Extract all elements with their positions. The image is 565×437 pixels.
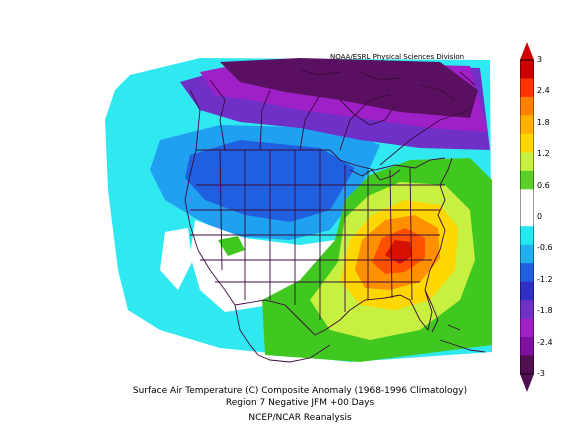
colorbar-swatch bbox=[520, 226, 534, 246]
colorbar-swatch bbox=[520, 207, 534, 227]
anomaly-region-green-2 bbox=[218, 236, 245, 256]
anomaly-region-neutral-2 bbox=[160, 228, 192, 290]
colorbar-bottom-arrow bbox=[520, 374, 534, 392]
colorbar-swatch bbox=[520, 337, 534, 357]
colorbar bbox=[520, 42, 534, 392]
colorbar-swatch bbox=[520, 60, 534, 79]
caption-line-2: Region 7 Negative JFM +00 Days bbox=[225, 398, 375, 408]
colorbar-swatch bbox=[520, 300, 534, 320]
colorbar-tick-label: 1.8 bbox=[537, 117, 550, 127]
colorbar-tick-label: -1.2 bbox=[537, 274, 553, 284]
anomaly-region-deep-purple bbox=[220, 58, 478, 118]
colorbar-tick-label: 2.4 bbox=[537, 86, 550, 96]
colorbar-tick-label: -3 bbox=[537, 369, 545, 378]
colorbar-swatch bbox=[520, 115, 534, 135]
colorbar-top-arrow bbox=[520, 42, 534, 60]
colorbar-swatch bbox=[520, 133, 534, 153]
colorbar-swatches bbox=[520, 60, 534, 375]
colorbar-tick-label: -0.6 bbox=[537, 243, 553, 253]
colorbar-swatch bbox=[520, 244, 534, 264]
colorbar-tick-label: 0.6 bbox=[537, 180, 550, 190]
colorbar-swatch bbox=[520, 263, 534, 283]
colorbar-swatch bbox=[520, 78, 534, 98]
caption-line-1: Surface Air Temperature (C) Composite An… bbox=[132, 386, 468, 396]
colorbar-swatch bbox=[520, 318, 534, 338]
colorbar-frame bbox=[520, 59, 534, 375]
colorbar-tick-label: 1.2 bbox=[537, 149, 550, 159]
colorbar-swatch bbox=[520, 152, 534, 172]
colorbar-tick-label: 3 bbox=[537, 55, 543, 64]
colorbar-swatch bbox=[520, 189, 534, 209]
colorbar-tick-label: 0 bbox=[537, 212, 543, 221]
colorbar-tick-label: -2.4 bbox=[537, 337, 553, 347]
colorbar-swatch bbox=[520, 170, 534, 190]
colorbar-swatch bbox=[520, 281, 534, 301]
colorbar-tick-label: -1.8 bbox=[537, 306, 553, 316]
caption-line-3: NCEP/NCAR Reanalysis bbox=[248, 413, 352, 423]
colorbar-swatch bbox=[520, 96, 534, 116]
colorbar-swatch bbox=[520, 355, 534, 375]
credit-text: NOAA/ESRL Physical Sciences Division bbox=[330, 53, 465, 61]
political-boundaries bbox=[184, 69, 486, 363]
